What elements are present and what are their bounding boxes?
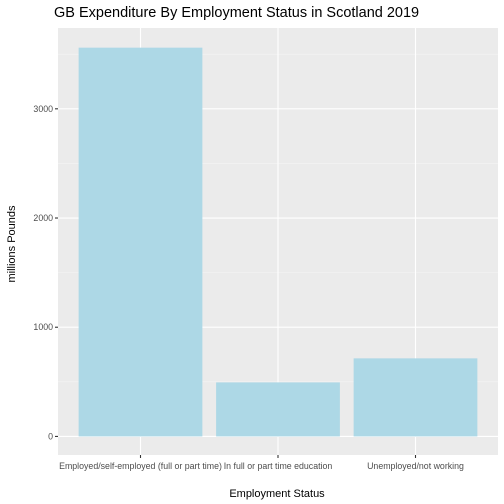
x-axis-title: Employment Status [229,488,325,500]
y-tick-label: 1000 [33,322,53,332]
bar-1 [78,47,203,437]
x-tick-label: In full or part time education [224,461,333,471]
x-tick-label: Unemployed/not working [367,461,464,471]
x-tick-label: Employed/self-employed (full or part tim… [59,461,222,471]
bar-2 [216,382,340,437]
y-axis-title: millions Pounds [6,205,18,283]
bar-3 [353,358,478,437]
y-tick-label: 2000 [33,213,53,223]
y-tick-label: 0 [48,431,53,441]
chart-title: GB Expenditure By Employment Status in S… [54,5,419,21]
y-tick-label: 3000 [33,104,53,114]
